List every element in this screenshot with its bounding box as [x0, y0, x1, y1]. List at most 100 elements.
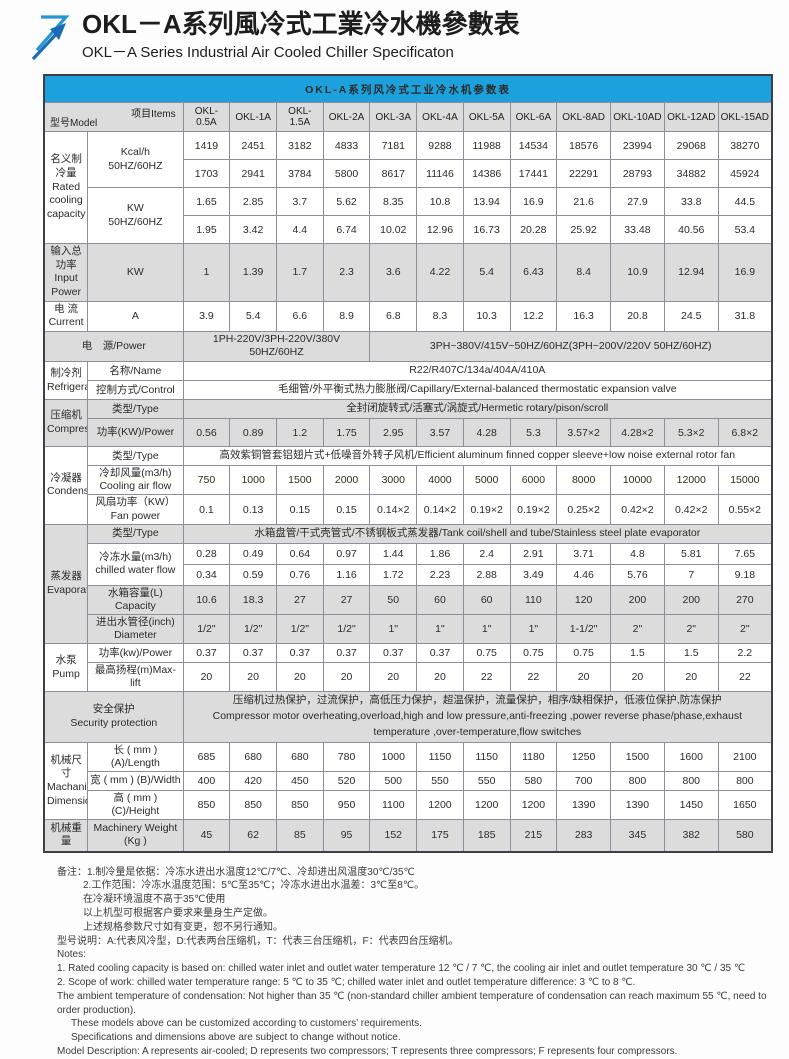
row-category-label: 机械尺寸 Machanical Dimensions — [43, 741, 89, 821]
value-cell: 1200 — [462, 789, 511, 821]
value-cell: 60 — [462, 584, 511, 615]
value-cell: 10.9 — [610, 243, 665, 302]
value-cell: 0.49 — [229, 542, 277, 565]
spec-table: OKL-A系列风冷式工业冷水机参数表 型号Model 项目Items OKL-0… — [43, 74, 773, 853]
value-cell: 24.5 — [663, 300, 719, 332]
spec-text-cell: 高效紫铜管套铝翅片式+低噪音外转子风机/Efficient aluminum f… — [182, 446, 773, 467]
value-cell: 1.7 — [276, 243, 324, 302]
value-cell: 62 — [229, 819, 277, 853]
value-cell: 11988 — [462, 131, 511, 160]
value-cell: 2" — [610, 613, 665, 645]
table-row: 输入总功率 Input Power KW 1 1.39 1.7 2.3 3.6 4.22 5.4… — [43, 243, 773, 302]
value-cell: 0.14×2 — [369, 494, 418, 525]
row-item-label: 最高扬程(m)Max-lift — [87, 662, 184, 693]
value-cell: 0.15 — [276, 494, 324, 525]
row-category-label: 压缩机 Compressor — [43, 399, 89, 448]
model-column-header: OKL-15AD — [717, 102, 773, 132]
value-cell: 2451 — [229, 131, 277, 160]
value-cell: 8.3 — [416, 300, 464, 332]
row-item-label: 类型/Type — [87, 523, 184, 544]
value-cell: 34882 — [663, 159, 719, 188]
value-cell: 0.59 — [229, 563, 277, 586]
value-cell: 1250 — [556, 741, 612, 772]
value-cell: 15000 — [717, 465, 773, 496]
value-cell: 0.37 — [182, 643, 231, 664]
row-item-label: 水箱容量(L) Capacity — [87, 584, 184, 615]
value-cell: 1100 — [369, 789, 418, 821]
value-cell: 5.4 — [229, 300, 277, 332]
model-column-header: OKL-2A — [322, 102, 371, 132]
value-cell: 7 — [663, 563, 719, 586]
value-cell: 2" — [717, 613, 773, 645]
value-cell: 2.2 — [717, 643, 773, 664]
model-column-header: OKL-5A — [462, 102, 511, 132]
value-cell: 6.43 — [509, 243, 558, 302]
value-cell: 1390 — [556, 789, 612, 821]
value-cell: 17441 — [509, 159, 558, 188]
row-item-label: 长 ( mm ) (A)/Length — [87, 741, 184, 772]
value-cell: 0.19×2 — [462, 494, 511, 525]
value-cell: 44.5 — [717, 187, 773, 216]
note-line: 备注：1.制冷量是依据：冷冻水进出水温度12℃/7℃、冷却进出风温度30℃/35… — [57, 866, 415, 878]
value-cell: 1-1/2" — [556, 613, 612, 645]
value-cell: 0.37 — [416, 643, 464, 664]
value-cell: 6.74 — [322, 215, 371, 244]
value-cell: 800 — [717, 770, 773, 791]
value-cell: 45 — [182, 819, 231, 853]
spec-text-cell: 全封闭旋转式/活塞式/涡旋式/Hermetic rotary/pison/scr… — [182, 399, 773, 420]
value-cell: 850 — [229, 789, 277, 821]
value-cell: 700 — [556, 770, 612, 791]
value-cell: 3.57×2 — [556, 418, 612, 448]
note-line: These models above can be customized acc… — [71, 1018, 422, 1030]
value-cell: 3182 — [276, 131, 324, 160]
value-cell: 40.56 — [663, 215, 719, 244]
value-cell: 1.5 — [610, 643, 665, 664]
value-cell: 2" — [663, 613, 719, 645]
value-cell: 14386 — [462, 159, 511, 188]
value-cell: 7.65 — [717, 542, 773, 565]
value-cell: 4.8 — [610, 542, 665, 565]
row-item-label: 类型/Type — [87, 399, 184, 420]
value-cell: 0.34 — [182, 563, 231, 586]
value-cell: 10000 — [610, 465, 665, 496]
spec-text-cell: 毛细管/外平衡式热力膨胀阀/Capillary/External-balance… — [182, 380, 773, 401]
value-cell: 950 — [322, 789, 371, 821]
value-cell: 6.8×2 — [717, 418, 773, 448]
value-cell: 3784 — [276, 159, 324, 188]
value-cell: 16.73 — [462, 215, 511, 244]
model-column-header: OKL-8AD — [556, 102, 612, 132]
value-cell: 7181 — [369, 131, 418, 160]
value-cell: 8617 — [369, 159, 418, 188]
masthead: OKL－A系列風冷式工業冷水機參數表 OKL－A Series Industri… — [26, 10, 789, 64]
value-cell: 152 — [369, 819, 418, 853]
value-cell: 0.14×2 — [416, 494, 464, 525]
note-line: Specifications and dimensions above are … — [71, 1032, 401, 1044]
value-cell: 1150 — [416, 741, 464, 772]
value-cell: 20.28 — [509, 215, 558, 244]
value-cell: 345 — [610, 819, 665, 853]
table-body: 名义制冷量 Rated cooling capacity Kcal/h 50HZ/… — [43, 131, 773, 853]
value-cell: 1.95 — [182, 215, 231, 244]
row-item-label: 功率(kw)/Power — [87, 643, 184, 664]
spec-text-cell: 压缩机过热保护，过流保护，高低压力保护，超温保护，流量保护，相序/缺相保护，低液… — [182, 691, 773, 743]
value-cell: 16.3 — [556, 300, 612, 332]
value-cell: 185 — [462, 819, 511, 853]
table-row: 压缩机 Compressor类型/Type全封闭旋转式/活塞式/涡旋式/Herm… — [43, 399, 773, 448]
value-cell: 8.9 — [322, 300, 371, 332]
value-cell: 1/2" — [276, 613, 324, 645]
value-cell: 12000 — [663, 465, 719, 496]
table-banner: OKL-A系列风冷式工业冷水机参数表 — [43, 74, 773, 103]
value-cell: 2.23 — [416, 563, 464, 586]
value-cell: 780 — [322, 741, 371, 772]
value-cell: 20 — [663, 662, 719, 693]
arrow-up-right-icon — [26, 12, 76, 64]
table-row: 蒸发器 Evaporator类型/Type水箱盘管/干式壳管式/不锈钢板式蒸发器… — [43, 523, 773, 645]
value-cell: 0.56 — [182, 418, 231, 448]
value-cell: 200 — [663, 584, 719, 615]
value-cell: 750 — [182, 465, 231, 496]
value-cell: 0.76 — [276, 563, 324, 586]
value-cell: 4.22 — [416, 243, 464, 302]
table-row: 水泵 Pump 功率(kw)/Power 0.37 0.37 0.37 0.37 0.37 0… — [43, 643, 773, 693]
page: OKL－A系列風冷式工業冷水機參數表 OKL－A Series Industri… — [0, 10, 789, 1059]
value-cell: 680 — [276, 741, 324, 772]
